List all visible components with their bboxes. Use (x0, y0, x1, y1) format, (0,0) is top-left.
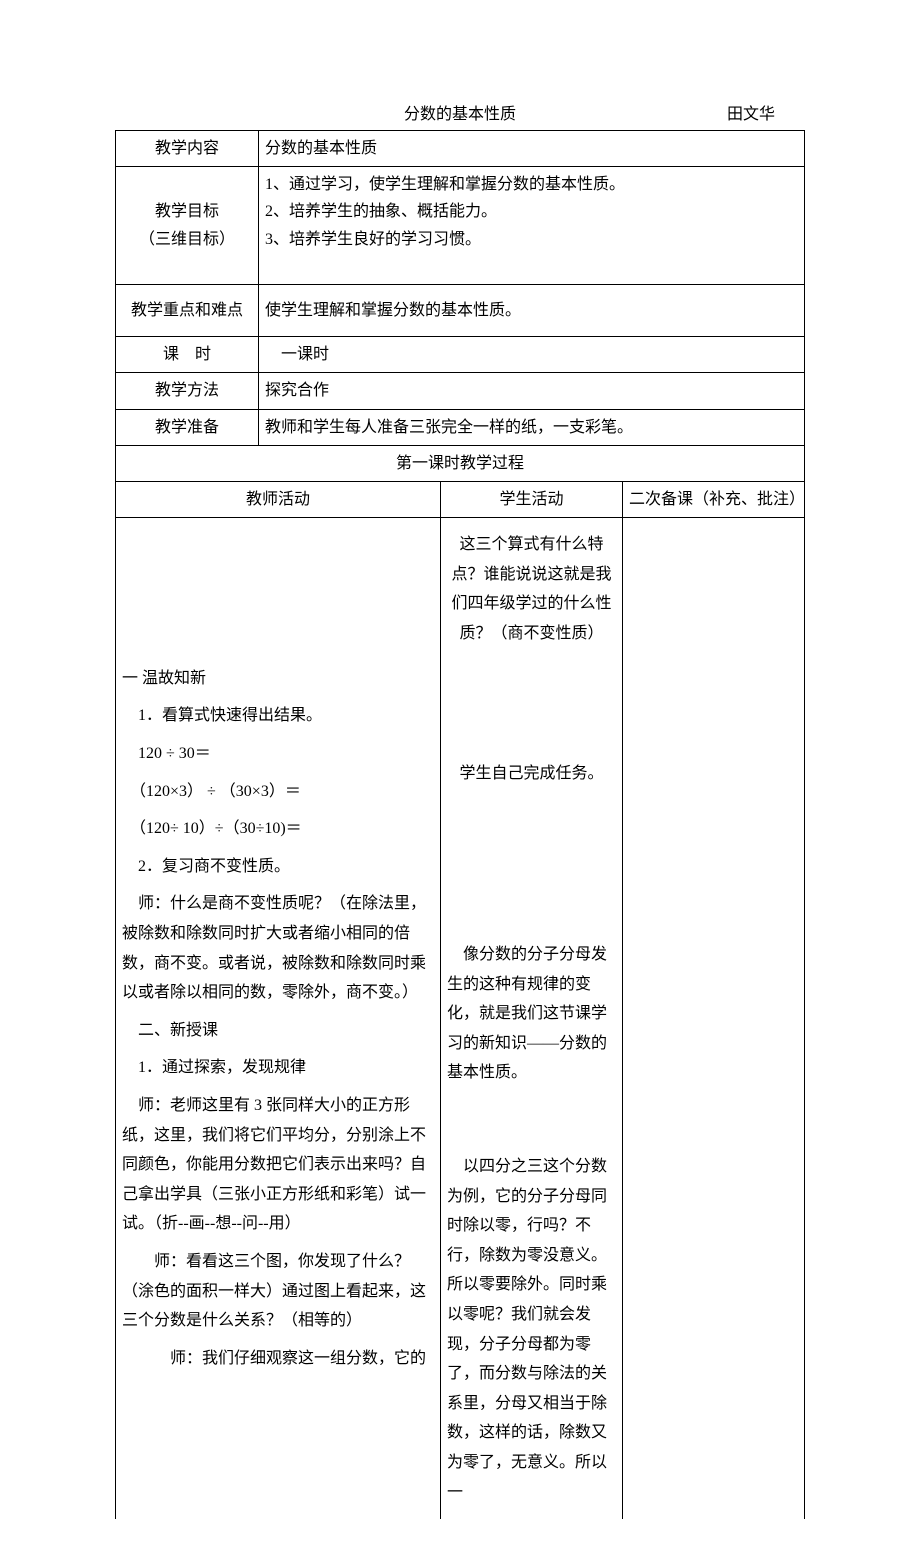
notes-cell (623, 518, 805, 1520)
process-title: 第一课时教学过程 (116, 445, 805, 481)
row-label-goals: 教学目标 （三维目标） (116, 167, 259, 285)
row-label-period: 课 时 (116, 337, 259, 373)
row-label-prep: 教学准备 (116, 409, 259, 445)
row-label-content: 教学内容 (116, 131, 259, 167)
row-label-method: 教学方法 (116, 373, 259, 409)
lesson-plan-table: 教学内容 分数的基本性质 教学目标 （三维目标） 1、通过学习，使学生理解和掌握… (115, 130, 805, 1519)
row-value-prep: 教师和学生每人准备三张完全一样的纸，一支彩笔。 (259, 409, 805, 445)
teacher-activity-cell: 一 温故知新 1．看算式快速得出结果。 120 ÷ 30＝ （120×3） ÷ … (116, 518, 441, 1520)
student-activity-cell: 这三个算式有什么特点？谁能说说这就是我们四年级学过的什么性质？（商不变性质） 学… (441, 518, 623, 1520)
page-title: 分数的基本性质 (404, 100, 516, 124)
header-teacher: 教师活动 (116, 481, 441, 517)
row-value-period: 一课时 (259, 337, 805, 373)
header-notes: 二次备课（补充、批注） (623, 481, 805, 517)
row-label-focus: 教学重点和难点 (116, 284, 259, 336)
row-value-method: 探究合作 (259, 373, 805, 409)
header-student: 学生活动 (441, 481, 623, 517)
row-value-goals: 1、通过学习，使学生理解和掌握分数的基本性质。 2、培养学生的抽象、概括能力。 … (259, 167, 805, 285)
author-name: 田文华 (727, 100, 775, 124)
row-value-focus: 使学生理解和掌握分数的基本性质。 (259, 284, 805, 336)
row-value-content: 分数的基本性质 (259, 131, 805, 167)
